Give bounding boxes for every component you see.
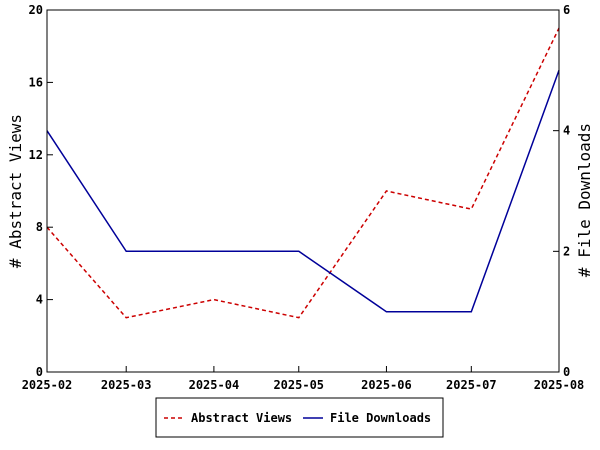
series-line-abstract-views [46,27,560,319]
x-axis: 2025-02 2025-03 2025-04 2025-05 2025-06 2025-… [22,366,585,392]
plot-frame [46,9,560,373]
right-y-tick-label: 4 [563,124,570,138]
plot-area [46,27,560,319]
right-y-axis: 0 2 4 6 [553,3,570,379]
left-y-tick-label: 16 [29,75,43,89]
x-tick-label: 2025-04 [189,378,240,392]
right-y-tick-label: 0 [563,365,570,379]
x-tick-label: 2025-02 [22,378,73,392]
left-y-tick-label: 4 [36,293,43,307]
left-y-axis-title: # Abstract Views [6,114,25,268]
legend-label-abstract-views: Abstract Views [191,411,292,425]
legend-box [155,397,444,438]
x-tick-label: 2025-07 [446,378,497,392]
right-y-tick-label: 2 [563,244,570,258]
left-y-tick-label: 12 [29,148,43,162]
x-tick-label: 2025-08 [534,378,585,392]
x-tick-label: 2025-06 [361,378,412,392]
right-y-tick-label: 6 [563,3,570,17]
legend: Abstract Views File Downloads [155,397,444,438]
left-y-tick-label: 0 [36,365,43,379]
left-y-tick-label: 20 [29,3,43,17]
right-y-axis-title: # File Downloads [575,123,594,277]
left-y-tick-label: 8 [36,220,43,234]
legend-label-file-downloads: File Downloads [330,411,431,425]
series-line-file-downloads [46,70,560,313]
left-y-axis: 0 4 8 12 16 20 [29,3,53,379]
x-tick-label: 2025-03 [101,378,152,392]
x-tick-label: 2025-05 [273,378,324,392]
